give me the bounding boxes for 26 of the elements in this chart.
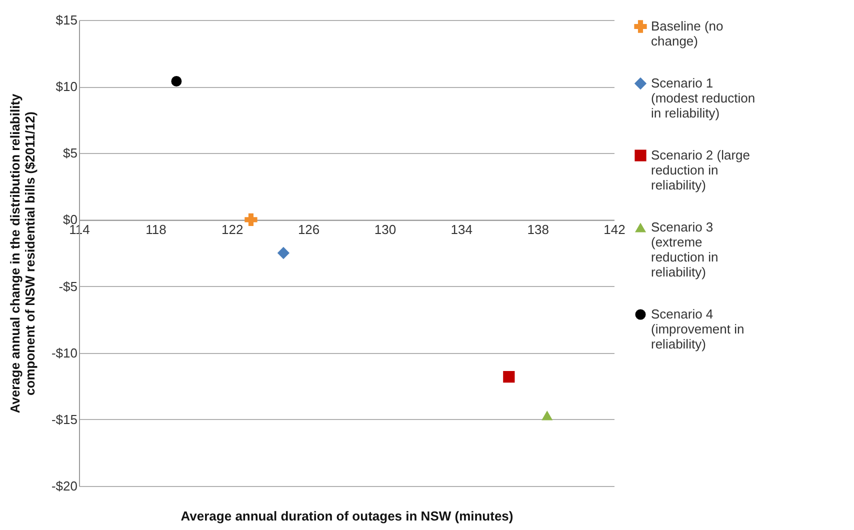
point	[244, 213, 258, 226]
x-tick-label: 134	[450, 222, 472, 238]
point	[503, 371, 515, 383]
x-tick-label: 126	[298, 222, 320, 238]
point	[277, 246, 290, 260]
x-tick-label: 130	[374, 222, 396, 238]
y-tick-label: -$15	[51, 412, 78, 427]
y-tick-label: -$10	[51, 345, 78, 360]
x-tick-label: 122	[222, 222, 244, 238]
y-tick-label: -$5	[58, 278, 78, 294]
y-tick-label: $10	[56, 79, 78, 94]
x-tick-label: 138	[527, 222, 549, 238]
legend-label: Scenario 2 (large reduction in reliability)	[651, 148, 750, 192]
x-tick-label: 142	[604, 222, 626, 238]
legend-label: Scenario 3 (extreme reduction in reliability)	[651, 220, 718, 280]
point	[171, 76, 182, 86]
legend-label: Scenario 1 (modest reduction in reliability)	[651, 76, 756, 120]
y-tick-label: $5	[63, 146, 78, 161]
legend-label: Scenario 4 (improvement in reliability)	[651, 306, 744, 352]
y-axis-title: Average annual change in the distribution reliability component of NSW residential bills ($2011/12)	[7, 92, 38, 414]
y-tick-label: $15	[56, 12, 78, 28]
x-axis-title: Average annual duration of outages in NSW (minutes)	[180, 508, 514, 524]
point	[542, 410, 553, 420]
legend-label: Baseline (no change)	[651, 18, 724, 48]
x-tick-label: 118	[146, 222, 166, 238]
y-tick-label: -$20	[51, 478, 78, 494]
